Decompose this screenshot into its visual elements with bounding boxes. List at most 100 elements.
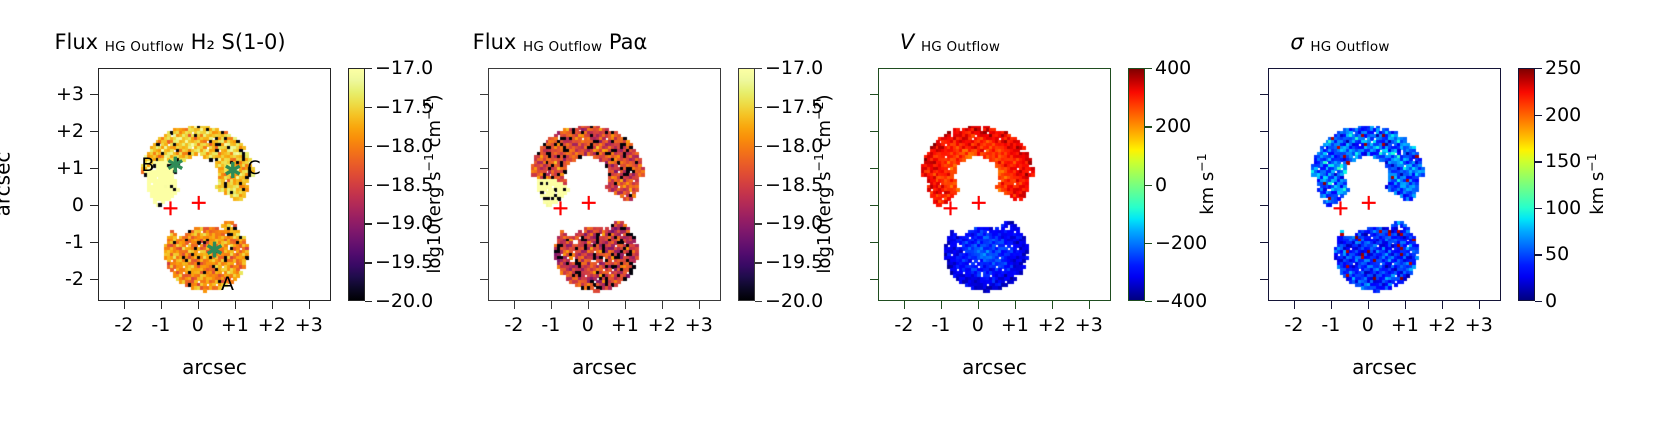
colorbar-tick-mark [1145, 301, 1152, 303]
x-tick-label: 0 [581, 314, 594, 336]
x-tick-label: +2 [257, 314, 286, 336]
y-tick-mark [480, 204, 488, 207]
colorbar-tick-mark [365, 145, 372, 148]
colorbar-tick-label: 0 [1155, 173, 1168, 196]
x-tick-label: 0 [1361, 314, 1374, 336]
x-tick-mark [234, 301, 237, 309]
x-tick-mark [123, 301, 126, 309]
x-tick-label: -1 [931, 314, 951, 336]
colorbar-tick-mark [755, 145, 762, 148]
colorbar-tick-label: 150 [1545, 150, 1582, 173]
y-tick-mark [90, 93, 98, 96]
colorbar-tick-label: −19.0 [375, 212, 434, 235]
title-main: V [899, 30, 915, 54]
x-tick-label: +3 [684, 314, 713, 336]
plot-area-flux-paa[interactable] [488, 68, 721, 301]
y-tick-mark [90, 130, 98, 133]
y-tick-mark [90, 204, 98, 207]
y-tick-mark [1260, 241, 1268, 244]
colorbar-tick-mark [1145, 126, 1152, 128]
y-tick-mark [1260, 167, 1268, 170]
region-label-c: C [247, 156, 261, 179]
title-subscript: HG Outflow [1310, 39, 1390, 55]
y-tick-mark [1260, 204, 1268, 207]
x-tick-mark [698, 301, 701, 309]
title-main: Flux [472, 30, 517, 54]
colorbar-tick-label: −18.5 [765, 173, 824, 196]
y-tick-label: +2 [55, 119, 84, 142]
x-tick-mark [1478, 301, 1481, 309]
colorbar-tick-mark [755, 184, 762, 186]
x-tick-mark [661, 301, 664, 309]
x-tick-label: -2 [1284, 314, 1304, 336]
title-subscript: HG Outflow [920, 39, 1001, 55]
colorbar-tick-mark [755, 106, 762, 109]
colorbar-tick-label: −17.5 [765, 95, 824, 118]
panel-dispersion: σ HG Outflow -2 -1 0 +1 +2 +3 arcsec 250 200 150 1… [1170, 0, 1608, 446]
y-tick-mark [1260, 93, 1268, 96]
x-tick-label: -1 [541, 314, 561, 336]
x-tick-label: -2 [114, 314, 134, 336]
x-tick-mark [160, 301, 163, 309]
colorbar-tick-label: 100 [1545, 196, 1582, 219]
region-label-a: A [220, 273, 234, 296]
colorbar-tick-mark [755, 68, 762, 70]
colorbar-tick-mark [365, 184, 372, 186]
colorbar-flux-h2[interactable] [348, 68, 365, 301]
x-tick-mark [1404, 301, 1407, 309]
x-tick-label: +1 [220, 314, 249, 336]
y-tick-mark [870, 241, 878, 244]
colorbar-tick-mark [1535, 68, 1542, 70]
plot-area-flux-h2[interactable]: ✱ ✱ ✱ [98, 68, 331, 301]
x-tick-label: -2 [504, 314, 524, 336]
y-tick-mark [480, 278, 488, 281]
x-axis-title: arcsec [962, 355, 1027, 379]
colorbar-tick-label: −20.0 [375, 290, 434, 312]
colorbar-tick-mark [1535, 254, 1542, 256]
colorbar-tick-label: −200 [1155, 231, 1208, 254]
colorbar-velocity[interactable] [1128, 68, 1145, 301]
colorbar-tick-label: −19.5 [765, 251, 824, 274]
colorbar-flux-paa[interactable] [738, 68, 755, 301]
x-tick-mark [903, 301, 906, 309]
x-tick-mark [624, 301, 627, 309]
colorbar-tick-mark [1145, 68, 1152, 70]
colorbar-tick-label: −400 [1155, 290, 1208, 312]
x-tick-mark [308, 301, 311, 309]
y-tick-mark [1260, 278, 1268, 281]
map-canvas-velocity [879, 69, 1108, 298]
y-tick-mark [870, 167, 878, 170]
plot-area-velocity[interactable] [878, 68, 1111, 301]
y-tick-mark [480, 93, 488, 96]
x-tick-mark [271, 301, 274, 309]
colorbar-tick-mark [1145, 242, 1152, 245]
y-tick-mark [870, 278, 878, 281]
x-tick-mark [1367, 301, 1370, 309]
colorbar-title-exp1: −1 [1584, 153, 1599, 172]
colorbar-title-main: km s [1587, 171, 1608, 215]
colorbar-tick-mark [1145, 184, 1152, 186]
colorbar-tick-mark [365, 68, 372, 70]
y-tick-label: +3 [55, 82, 84, 105]
x-tick-mark [550, 301, 553, 309]
panel-title-flux-paa: Flux HG Outflow Paα [390, 30, 730, 57]
y-tick-mark [480, 241, 488, 244]
x-tick-mark [940, 301, 943, 309]
panel-title-flux-h2: Flux HG Outflow H₂ S(1-0) [0, 30, 340, 57]
y-tick-mark [870, 204, 878, 207]
x-tick-label: +2 [647, 314, 676, 336]
x-axis-title: arcsec [572, 355, 637, 379]
colorbar-dispersion[interactable] [1518, 68, 1535, 301]
plot-area-dispersion[interactable] [1268, 68, 1501, 301]
y-tick-mark [90, 167, 98, 170]
panel-flux-h2: Flux HG Outflow H₂ S(1-0) ✱ ✱ ✱ B C A -2 -1 0 +1 +2… [0, 0, 445, 446]
y-axis-title: arcsec [0, 151, 15, 217]
panel-title-dispersion: σ HG Outflow [1170, 30, 1510, 57]
y-tick-label: -2 [65, 267, 84, 290]
panel-velocity: V HG Outflow -2 -1 0 +1 +2 +3 arcsec 400 200 0 −20… [780, 0, 1218, 446]
colorbar-tick-mark [1535, 161, 1542, 163]
x-tick-label: -2 [894, 314, 914, 336]
map-canvas-flux-paa [489, 69, 718, 298]
colorbar-tick-label: 0 [1545, 290, 1558, 312]
x-tick-label: +1 [610, 314, 639, 336]
